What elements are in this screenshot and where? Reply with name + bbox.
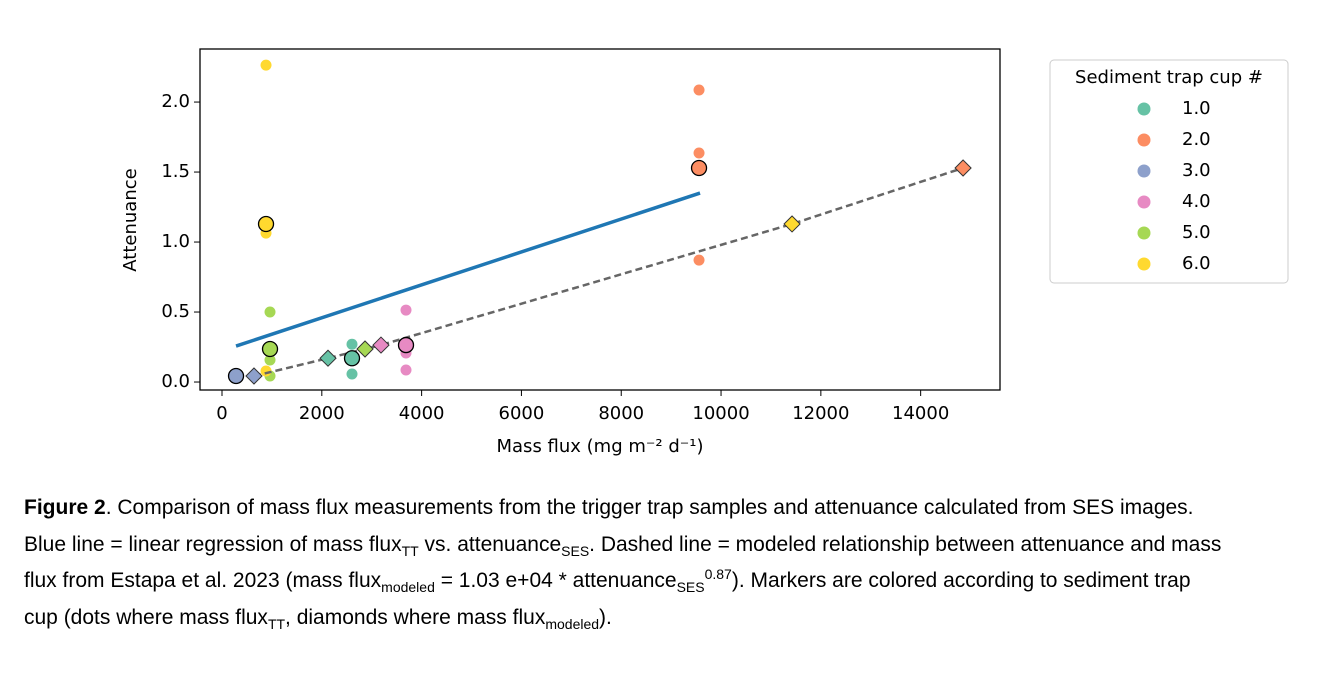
caption-text: . Dashed line = modeled relationship bet…: [24, 532, 1222, 593]
modeled-diamond: [356, 340, 374, 358]
caption-text: = 1.03 e+04 * attenuance: [434, 569, 677, 592]
caption-sub: TT: [267, 615, 286, 632]
legend-label: 5.0: [1182, 222, 1211, 243]
mean-marker: [261, 340, 279, 358]
y-tick-label: 1.5: [161, 161, 190, 182]
caption-sub: TT: [401, 542, 419, 559]
dot: [693, 147, 705, 159]
modeled-diamond: [372, 336, 390, 354]
dot: [400, 304, 412, 316]
dot: [264, 354, 276, 366]
chart: Mass flux (mg m⁻² d⁻¹) Attenuance Sedime…: [120, 48, 1289, 457]
caption-sub: modeled: [545, 615, 600, 632]
caption-b: Figure 2: [24, 496, 106, 519]
modeled-diamond: [245, 367, 263, 385]
caption-sup: 0.87: [704, 566, 732, 582]
dot: [346, 338, 358, 350]
caption-sub: SES: [561, 542, 590, 559]
x-tick-label: 12000: [792, 403, 849, 424]
y-tick-label: 0.0: [161, 371, 190, 392]
x-tick-label: 14000: [892, 403, 949, 424]
caption: Figure 2. Comparison of mass flux measur…: [24, 490, 1224, 636]
x-tick-label: 8000: [598, 403, 644, 424]
y-tick-label: 1.0: [161, 231, 190, 252]
modeled-diamond: [319, 349, 337, 367]
caption-text: , diamonds where mass flux: [285, 605, 546, 629]
y-tick-label: 0.5: [161, 301, 190, 322]
legend-marker: [1137, 164, 1151, 178]
caption-text: . Comparison of mass flux measurements f…: [24, 496, 1194, 556]
caption-sub: modeled: [381, 579, 435, 596]
y-tick-label: 2.0: [161, 91, 190, 112]
plot-frame: [199, 48, 1001, 391]
x-tick-label: 0: [216, 403, 227, 424]
legend-label: 1.0: [1182, 98, 1211, 119]
x-axis-label: Mass flux (mg m⁻² d⁻¹): [497, 436, 704, 457]
mean-marker: [690, 159, 708, 177]
legend-label: 6.0: [1182, 253, 1211, 274]
modeled-diamond: [783, 215, 801, 233]
mean-marker: [343, 350, 361, 367]
y-axis-label: Attenuance: [120, 168, 141, 271]
legend-marker: [1137, 257, 1151, 271]
modeled-diamond: [954, 159, 972, 177]
legend-title: Sediment trap cup #: [1075, 67, 1263, 88]
regression-line: [235, 191, 701, 348]
caption-text: vs. attenuance: [418, 532, 562, 556]
mean-marker: [397, 336, 415, 354]
model-curve: [253, 166, 964, 378]
caption-text: ). Markers are colored according to sedi…: [24, 569, 1191, 629]
mean-marker: [257, 215, 275, 233]
x-tick-label: 10000: [692, 403, 749, 424]
x-tick-label: 6000: [499, 403, 545, 424]
legend-frame: [1049, 59, 1289, 284]
mean-marker: [227, 367, 245, 385]
legend-marker: [1137, 133, 1151, 147]
legend-marker: [1137, 226, 1151, 240]
legend-label: 4.0: [1182, 191, 1211, 212]
legend-marker: [1137, 102, 1151, 116]
legend-label: 2.0: [1182, 129, 1211, 150]
x-tick-label: 2000: [299, 403, 345, 424]
legend-label: 3.0: [1182, 160, 1211, 181]
dot: [346, 368, 358, 380]
dot: [693, 254, 705, 266]
dot: [400, 364, 412, 376]
caption-text: ).: [599, 605, 612, 629]
dot: [260, 59, 272, 71]
dot: [264, 306, 276, 318]
legend-marker: [1137, 195, 1151, 209]
x-tick-label: 4000: [399, 403, 445, 424]
dot: [693, 84, 705, 96]
caption-sub: SES: [676, 579, 705, 596]
